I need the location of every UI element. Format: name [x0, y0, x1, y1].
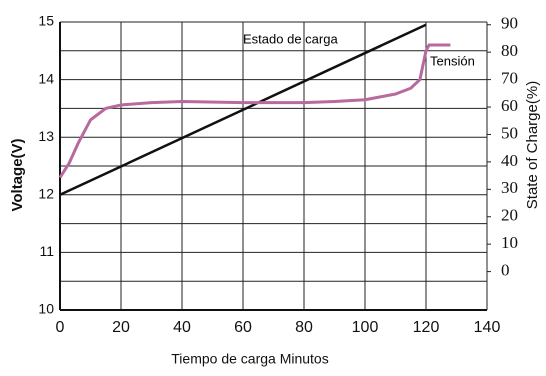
x-tick-label: 80: [295, 319, 313, 336]
x-axis-label: Tiempo de carga Minutos: [171, 351, 328, 367]
x-tick-label: 60: [234, 319, 252, 336]
y2-tick-label: 0: [501, 261, 510, 280]
y-axis-label: Voltage(V): [9, 138, 26, 211]
y2-tick-label: 20: [501, 206, 518, 225]
y2-tick-label: 70: [501, 69, 518, 88]
x-tick-label: 100: [352, 319, 379, 336]
x-tick-label: 140: [474, 319, 501, 336]
y2-tick-label: 40: [501, 151, 518, 170]
y2-tick-label: 80: [501, 41, 518, 60]
y2-tick-label: 50: [501, 123, 518, 142]
y-tick-label: 12: [38, 186, 54, 202]
x-tick-label: 40: [173, 319, 191, 336]
x-tick-label: 20: [112, 319, 130, 336]
y2-axis-label: State of Charge(%): [524, 81, 541, 209]
y2-tick-label: 30: [501, 178, 518, 197]
y-tick-label: 15: [38, 13, 54, 29]
y-tick-label: 11: [39, 243, 54, 259]
y-tick-label: 13: [38, 128, 54, 144]
line-series: [59, 23, 427, 196]
y-tick-label: 14: [38, 70, 54, 86]
series-label: Estado de carga: [243, 31, 338, 46]
line-series: [58, 43, 451, 179]
x-tick-label: 0: [56, 319, 65, 336]
series-label: Tensión: [430, 53, 475, 68]
y2-tick-label: 90: [501, 14, 518, 33]
y2-tick-label: 10: [501, 233, 518, 252]
y-tick-label: 10: [38, 301, 54, 317]
x-tick-label: 120: [413, 319, 440, 336]
y2-tick-label: 60: [501, 96, 518, 115]
